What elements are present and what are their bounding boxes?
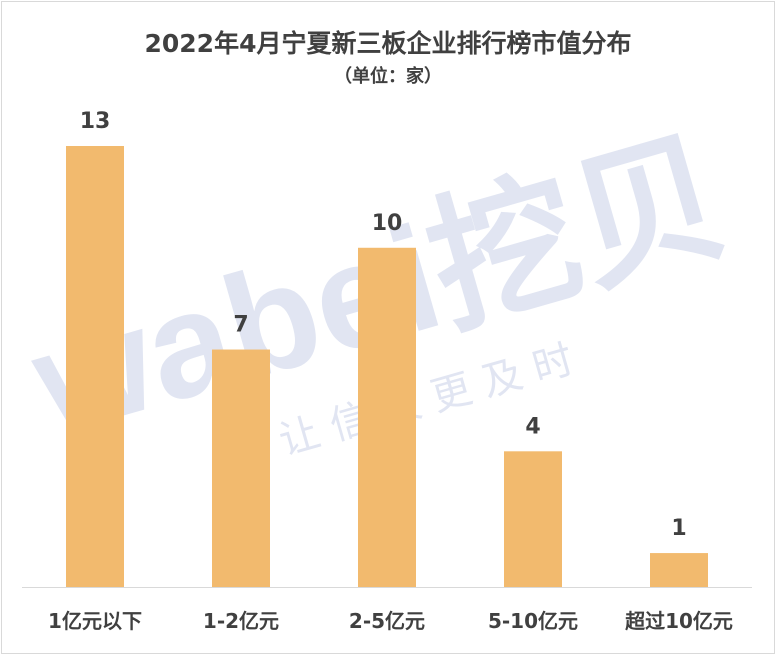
chart-title: 2022年4月宁夏新三板企业排行榜市值分布 — [144, 29, 632, 58]
data-label-4: 4 — [525, 414, 540, 439]
bar-5 — [650, 553, 708, 587]
bar-3 — [358, 247, 416, 587]
data-label-3: 10 — [372, 211, 403, 236]
chart-subtitle: （单位：家） — [334, 66, 442, 87]
category-label-4: 5-10亿元 — [488, 609, 578, 633]
data-label-1: 13 — [80, 109, 111, 134]
bar-4 — [504, 451, 562, 587]
bar-2 — [212, 349, 270, 587]
bar-1 — [66, 146, 124, 587]
data-label-2: 7 — [233, 313, 248, 338]
category-label-1: 1亿元以下 — [48, 609, 142, 633]
category-label-3: 2-5亿元 — [349, 609, 425, 633]
category-label-5: 超过10亿元 — [624, 609, 733, 633]
category-label-2: 1-2亿元 — [203, 609, 279, 633]
data-label-5: 1 — [671, 516, 686, 541]
bars-group — [66, 146, 708, 587]
labels-group: 13 1亿元以下 7 1-2亿元 10 2-5亿元 4 5-10亿元 1 超过10亿元 — [48, 109, 733, 633]
